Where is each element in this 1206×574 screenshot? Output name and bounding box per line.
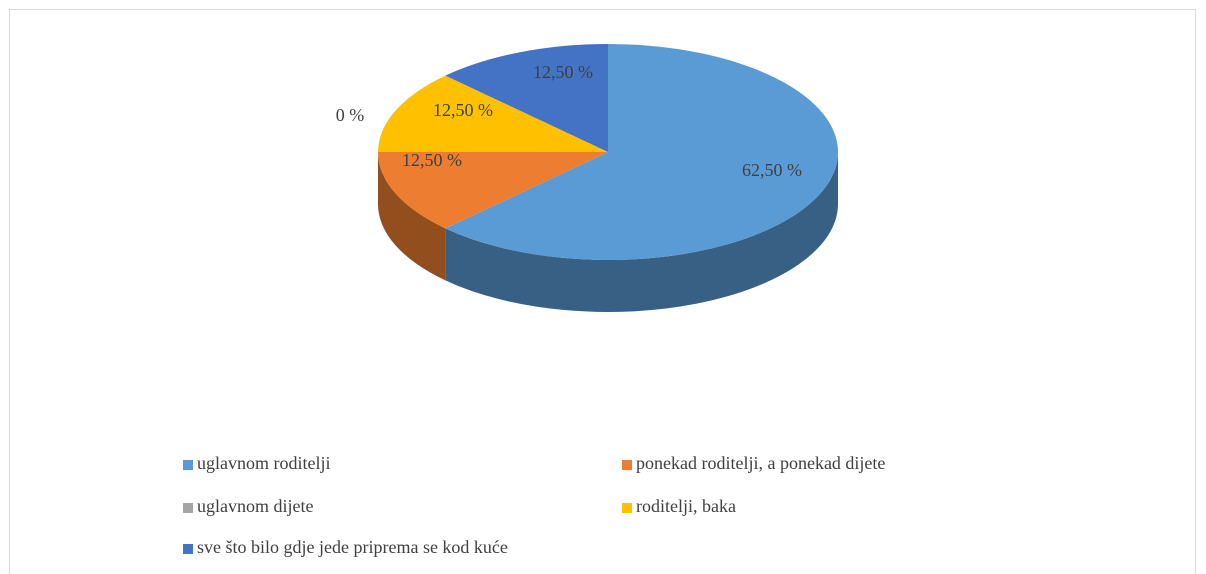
legend-label: sve što bilo gdje jede priprema se kod k… [197, 537, 508, 557]
chart-frame [9, 9, 1196, 574]
legend-swatch [622, 503, 632, 513]
data-label: 12,50 % [402, 150, 462, 170]
slice [378, 75, 608, 152]
legend-swatch [183, 460, 193, 470]
legend-label: uglavnom dijete [197, 496, 313, 516]
slice [445, 44, 608, 152]
data-label: 12,50 % [433, 100, 493, 120]
legend-label: roditelji, baka [636, 496, 736, 516]
data-label: 12,50 % [533, 62, 593, 82]
slice [378, 152, 608, 229]
legend-swatch [622, 460, 632, 470]
legend-swatch [183, 503, 193, 513]
slice-side [445, 152, 838, 312]
legend-label: uglavnom roditelji [197, 453, 330, 473]
data-label: 0 % [336, 105, 365, 125]
legend-swatch [183, 544, 193, 554]
legend-label: ponekad roditelji, a ponekad dijete [636, 453, 885, 473]
data-label: 62,50 % [742, 160, 802, 180]
slice-side [378, 152, 446, 281]
slice [445, 44, 838, 260]
